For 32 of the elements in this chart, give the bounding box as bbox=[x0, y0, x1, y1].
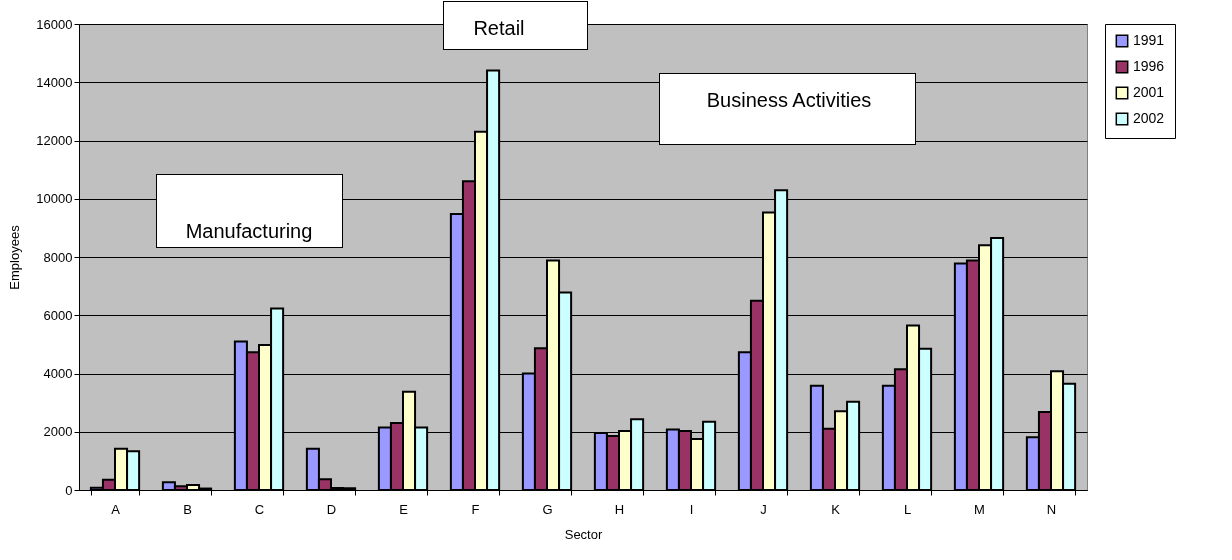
y-axis-title: Employees bbox=[7, 224, 23, 290]
legend-label: 2001 bbox=[1133, 84, 1165, 100]
y-tick-label: 12000 bbox=[36, 133, 73, 148]
x-tick-label: J bbox=[760, 501, 767, 517]
x-tick-label: F bbox=[471, 501, 480, 517]
y-tick-label: 0 bbox=[65, 482, 73, 498]
y-tick-label: 4000 bbox=[43, 366, 73, 381]
y-tick-label: 2000 bbox=[43, 424, 73, 440]
x-tick-label: D bbox=[326, 501, 337, 517]
legend-label: 2002 bbox=[1133, 110, 1165, 126]
annotation: Manufacturing bbox=[185, 219, 313, 243]
x-tick-label: E bbox=[399, 501, 409, 517]
x-tick-label: L bbox=[903, 501, 912, 517]
x-axis-title: Sector bbox=[564, 526, 603, 542]
x-tick-label: K bbox=[831, 501, 841, 517]
x-tick-label: A bbox=[111, 501, 121, 517]
x-tick-label: C bbox=[254, 501, 265, 517]
y-tick-label: 10000 bbox=[36, 191, 73, 207]
y-tick-label: 6000 bbox=[43, 307, 73, 323]
annotation: Retail bbox=[473, 16, 525, 40]
annotation: Business Activities bbox=[706, 88, 872, 112]
y-tick-label: 16000 bbox=[36, 16, 73, 32]
x-tick-label: H bbox=[614, 501, 625, 517]
y-tick-label: 8000 bbox=[43, 249, 73, 265]
y-tick-label: 14000 bbox=[36, 74, 73, 90]
x-tick-label: G bbox=[542, 501, 553, 517]
x-tick-label: B bbox=[183, 501, 192, 517]
legend-label: 1991 bbox=[1133, 32, 1165, 48]
x-tick-label: I bbox=[689, 501, 694, 517]
legend-label: 1996 bbox=[1133, 58, 1165, 74]
x-tick-label: N bbox=[1046, 501, 1057, 517]
x-tick-label: M bbox=[974, 501, 985, 517]
